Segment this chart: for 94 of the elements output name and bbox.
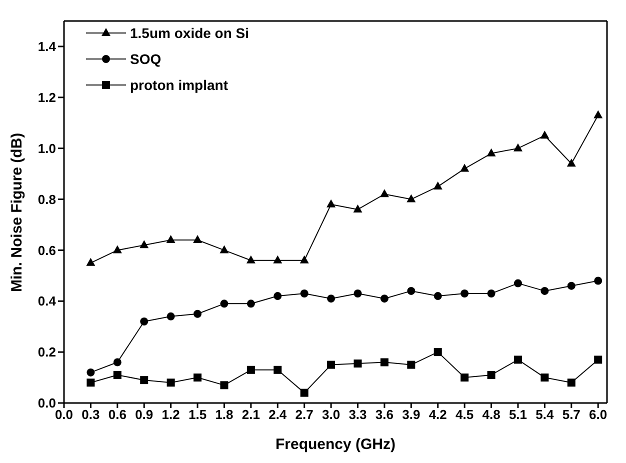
point: [354, 360, 362, 368]
x-tick-label: 1.8: [215, 407, 234, 422]
point: [246, 255, 256, 264]
point: [487, 289, 496, 298]
x-tick-label: 0.3: [82, 407, 100, 422]
point: [594, 276, 602, 285]
x-tick-label: 3.6: [375, 407, 394, 422]
point: [514, 356, 522, 364]
point: [166, 312, 175, 320]
point: [380, 189, 389, 198]
point: [327, 294, 336, 303]
point: [193, 235, 202, 244]
point: [140, 318, 148, 326]
point: [274, 292, 282, 300]
point: [300, 289, 308, 298]
point: [300, 255, 309, 264]
point: [113, 370, 122, 379]
x-tick-label: 3.9: [402, 407, 420, 422]
point: [220, 245, 229, 254]
point: [327, 360, 336, 369]
point: [140, 376, 148, 384]
x-tick-label: 0.9: [135, 407, 154, 422]
point: [514, 279, 522, 288]
x-tick-label: 4.8: [482, 407, 500, 422]
point: [486, 148, 496, 156]
x-tick-label: 4.5: [456, 407, 474, 422]
y-tick-label: 1.0: [38, 140, 56, 156]
point: [86, 258, 96, 266]
point: [326, 199, 336, 208]
x-tick-label: 4.2: [428, 407, 447, 422]
point: [433, 182, 442, 190]
point: [166, 378, 175, 387]
y-tick-label: 1.4: [38, 39, 57, 54]
point: [540, 286, 549, 295]
point: [166, 235, 176, 244]
y-tick-label: 0.2: [38, 344, 56, 360]
x-tick-label: 2.1: [242, 407, 260, 422]
point: [113, 358, 122, 366]
point: [460, 164, 470, 172]
y-axis-title: Min. Noise Figure (dB): [8, 132, 26, 292]
point: [407, 286, 416, 295]
point: [273, 255, 282, 264]
x-tick-label: 3.3: [348, 407, 367, 422]
x-tick-label: 5.1: [508, 407, 528, 422]
point: [112, 245, 122, 254]
legend-label: proton implant: [130, 77, 228, 93]
point: [194, 310, 202, 318]
y-tick-label: 0.0: [38, 396, 56, 411]
y-tick-label: 0.4: [38, 294, 57, 309]
point: [594, 110, 603, 118]
point: [300, 388, 308, 397]
point: [274, 366, 282, 374]
x-tick-label: 2.7: [295, 407, 314, 422]
x-tick-label: 2.4: [268, 407, 288, 422]
point: [354, 289, 362, 298]
point: [540, 374, 549, 382]
point: [86, 378, 95, 387]
x-tick-label: 3.0: [322, 407, 340, 422]
point: [434, 348, 442, 356]
point: [567, 282, 576, 290]
y-tick-label: 0.6: [38, 242, 56, 258]
x-tick-label: 5.4: [536, 407, 554, 422]
point: [86, 368, 95, 376]
point: [246, 300, 255, 308]
legend-label: 1.5um oxide on Si: [130, 25, 250, 41]
y-tick-label: 1.2: [38, 90, 56, 106]
x-tick-label: 6.0: [589, 407, 608, 422]
x-tick-label: 0.6: [108, 407, 126, 422]
point: [513, 143, 522, 152]
x-tick-label: 1.2: [162, 407, 180, 422]
legend-label: SOQ: [130, 51, 162, 67]
point: [567, 378, 576, 387]
point: [140, 240, 149, 248]
point: [566, 158, 576, 167]
point: [220, 381, 228, 390]
point: [406, 194, 416, 202]
point: [194, 374, 202, 382]
point: [460, 374, 469, 382]
point: [434, 292, 442, 300]
point: [540, 130, 550, 139]
y-tick-label: 0.8: [38, 192, 56, 207]
point: [220, 300, 228, 308]
x-tick-label: 5.7: [562, 407, 580, 422]
point: [407, 360, 416, 369]
x-axis-title: Frequency (GHz): [275, 436, 396, 453]
x-tick-label: 1.5: [188, 407, 207, 422]
point: [460, 289, 469, 298]
point: [380, 294, 388, 303]
point: [594, 356, 602, 364]
point: [246, 366, 255, 374]
x-tick-label: 0.0: [54, 407, 74, 422]
point: [380, 358, 388, 366]
point: [487, 370, 496, 379]
point: [353, 204, 362, 212]
